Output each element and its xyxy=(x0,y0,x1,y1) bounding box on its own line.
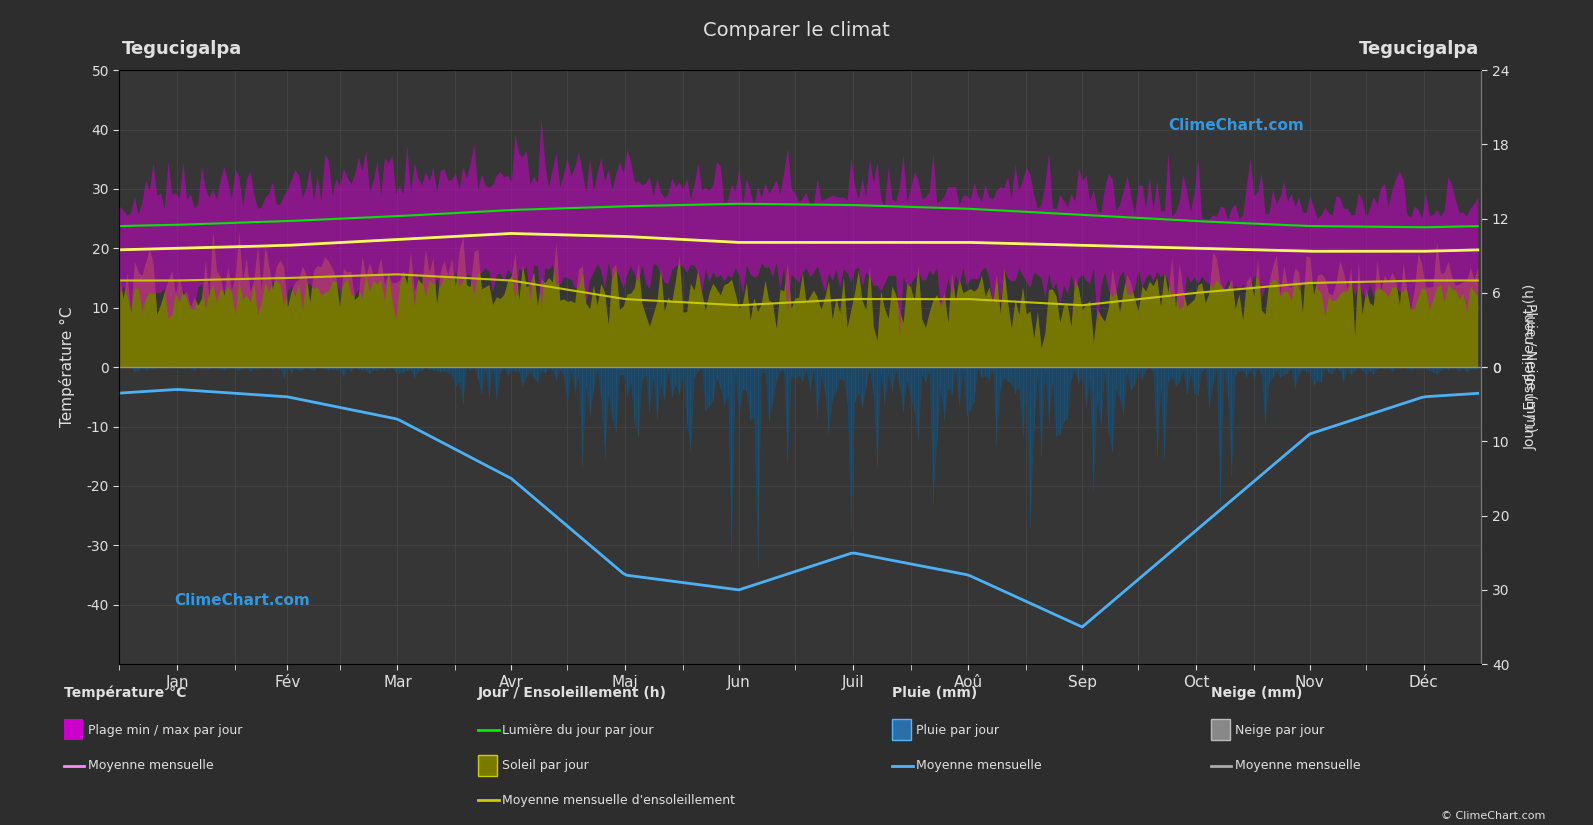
Y-axis label: Jour / Ensoleillement (h): Jour / Ensoleillement (h) xyxy=(1523,284,1537,450)
Text: Moyenne mensuelle: Moyenne mensuelle xyxy=(916,759,1042,772)
Text: Neige (mm): Neige (mm) xyxy=(1211,686,1301,700)
Y-axis label: Pluie / Neige (mm): Pluie / Neige (mm) xyxy=(1523,303,1537,431)
Text: Moyenne mensuelle: Moyenne mensuelle xyxy=(88,759,213,772)
Text: Tegucigalpa: Tegucigalpa xyxy=(123,40,242,59)
Text: Neige par jour: Neige par jour xyxy=(1235,724,1324,737)
Text: Pluie par jour: Pluie par jour xyxy=(916,724,999,737)
Text: Pluie (mm): Pluie (mm) xyxy=(892,686,978,700)
Text: Jour / Ensoleillement (h): Jour / Ensoleillement (h) xyxy=(478,686,667,700)
Text: Comparer le climat: Comparer le climat xyxy=(703,21,890,40)
Text: Plage min / max par jour: Plage min / max par jour xyxy=(88,724,242,737)
Y-axis label: Température °C: Température °C xyxy=(59,307,75,427)
Text: ClimeChart.com: ClimeChart.com xyxy=(174,592,309,608)
Text: Moyenne mensuelle d'ensoleillement: Moyenne mensuelle d'ensoleillement xyxy=(502,794,734,807)
Text: Lumière du jour par jour: Lumière du jour par jour xyxy=(502,724,653,737)
Text: Tegucigalpa: Tegucigalpa xyxy=(1359,40,1478,59)
Text: ClimeChart.com: ClimeChart.com xyxy=(1168,117,1305,133)
Text: Moyenne mensuelle: Moyenne mensuelle xyxy=(1235,759,1360,772)
Text: © ClimeChart.com: © ClimeChart.com xyxy=(1440,811,1545,821)
Text: Soleil par jour: Soleil par jour xyxy=(502,759,588,772)
Text: Température °C: Température °C xyxy=(64,686,186,700)
